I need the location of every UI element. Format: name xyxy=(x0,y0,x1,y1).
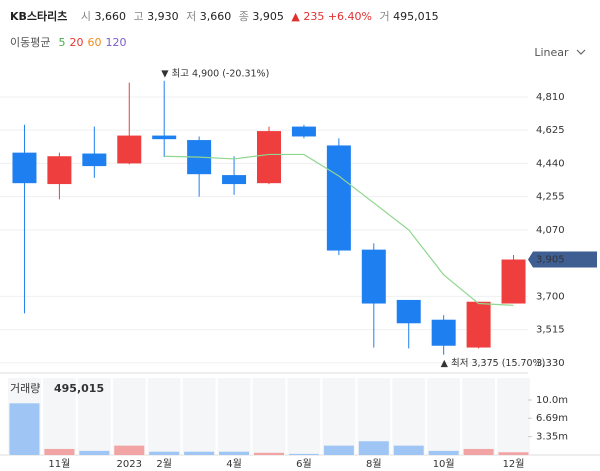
ma-legend-item: 5 xyxy=(58,36,66,49)
ma-legend-item: 20 xyxy=(69,36,84,49)
quote-header: KB스타리츠 시 3,660 고 3,930 저 3,660 종 3,905 ▲… xyxy=(10,8,439,24)
candle-body xyxy=(501,259,526,304)
x-tick-label: 6월 xyxy=(296,458,312,470)
field-label: 거 xyxy=(379,10,390,23)
chevron xyxy=(576,49,586,55)
price-tag xyxy=(528,251,597,268)
candle-body xyxy=(12,152,37,184)
volume-column-bg xyxy=(357,378,391,455)
scale-label: Linear xyxy=(534,46,569,59)
ma-legend: 이동평균 5 20 60 120 xyxy=(10,34,130,50)
candle-body xyxy=(82,153,107,167)
candle-body xyxy=(117,135,142,164)
annotation: ▲ 최저 3,375 (15.70%) xyxy=(441,358,546,369)
volume-bar xyxy=(184,451,215,455)
y-tick-label: 3,515 xyxy=(536,325,565,336)
volume-bar xyxy=(44,448,75,455)
candle-body xyxy=(326,145,351,251)
x-tick-label: 10월 xyxy=(433,458,455,470)
volume-column-bg xyxy=(462,378,496,455)
volume-column-bg xyxy=(147,378,181,455)
y-tick-label: 3,700 xyxy=(536,291,565,302)
field-label: 시 xyxy=(80,10,92,23)
volume-column-bg xyxy=(182,378,216,455)
volume-tick-label: 3.35m xyxy=(536,432,568,443)
scale-menu[interactable]: Linear xyxy=(534,46,586,59)
y-tick-label: 4,810 xyxy=(536,92,565,103)
candle-body xyxy=(222,175,247,185)
field-label: 종 xyxy=(238,10,249,23)
candle-body xyxy=(361,249,386,304)
volume-bar xyxy=(358,441,389,455)
volume-tick-label: 10.0m xyxy=(536,395,568,406)
volume-bar xyxy=(254,452,284,455)
ma-legend-title: 이동평균 xyxy=(10,36,51,49)
candle-body xyxy=(431,319,456,346)
volume-bar xyxy=(149,451,180,455)
price-tag-label: 3,905 xyxy=(536,255,565,266)
field-label: 저 xyxy=(186,10,197,23)
volume-column-bg xyxy=(497,378,530,455)
volume-column-bg xyxy=(322,378,356,455)
x-tick-label: 2월 xyxy=(156,458,172,470)
candle-body xyxy=(466,301,491,348)
volume-bar xyxy=(114,445,145,455)
moving-average-line xyxy=(164,153,514,306)
volume-bar xyxy=(288,453,319,455)
volume-column-bg xyxy=(8,378,41,455)
volume-column-bg xyxy=(217,378,251,455)
y-tick-label: 4,255 xyxy=(536,192,565,203)
volume-bar xyxy=(428,450,459,455)
field-value: 3,660 xyxy=(199,10,232,23)
candle-body xyxy=(257,131,281,184)
x-tick-label: 11월 xyxy=(48,458,70,470)
volume-bar xyxy=(498,452,529,455)
volume-column-bg xyxy=(252,378,286,455)
candle-body xyxy=(187,140,212,175)
field-value: 495,015 xyxy=(393,10,439,23)
volume-column-bg xyxy=(112,378,146,455)
candle-body xyxy=(396,299,421,324)
volume-bar xyxy=(323,445,354,455)
y-tick-label: 4,440 xyxy=(536,158,565,169)
volume-title: 거래량 xyxy=(10,382,40,395)
ma-legend-items: 5 20 60 120 xyxy=(54,36,126,49)
y-tick-label: 4,625 xyxy=(536,125,565,136)
ma-legend-item: 120 xyxy=(105,36,127,49)
candle-body xyxy=(47,156,72,185)
x-tick-label: 12월 xyxy=(503,458,525,470)
field-label: 고 xyxy=(133,10,144,23)
volume-bar xyxy=(9,403,40,455)
volume-bar xyxy=(79,450,110,455)
volume-bar xyxy=(393,445,424,455)
y-tick-label: 3,330 xyxy=(536,358,565,369)
ma-legend-item: 60 xyxy=(87,36,102,49)
volume-bar xyxy=(463,448,494,455)
candle-body xyxy=(291,126,316,137)
volume-column-bg xyxy=(287,378,321,455)
volume-column-bg xyxy=(392,378,426,455)
volume-tick-label: 6.69m xyxy=(536,413,568,424)
x-tick-label: 8월 xyxy=(366,458,382,470)
volume-column-bg xyxy=(77,378,111,455)
candle-body xyxy=(152,135,177,140)
volume-column-bg xyxy=(427,378,461,455)
volume-bar xyxy=(219,451,250,455)
y-tick-label: 4,070 xyxy=(536,225,565,236)
x-tick-label: 4월 xyxy=(226,458,242,470)
field-value: 3,660 xyxy=(94,10,127,23)
volume-column-bg xyxy=(42,378,76,455)
change: ▲ 235 +6.40% xyxy=(291,10,372,23)
field-value: 3,930 xyxy=(147,10,179,23)
field-value: 3,905 xyxy=(252,10,284,23)
annotation: ▼ 최고 4,900 (-20.31%) xyxy=(161,68,269,79)
x-tick-label: 2023 xyxy=(117,459,142,470)
stock-name: KB스타리츠 xyxy=(10,10,68,23)
volume-value: 495,015 xyxy=(54,382,104,395)
